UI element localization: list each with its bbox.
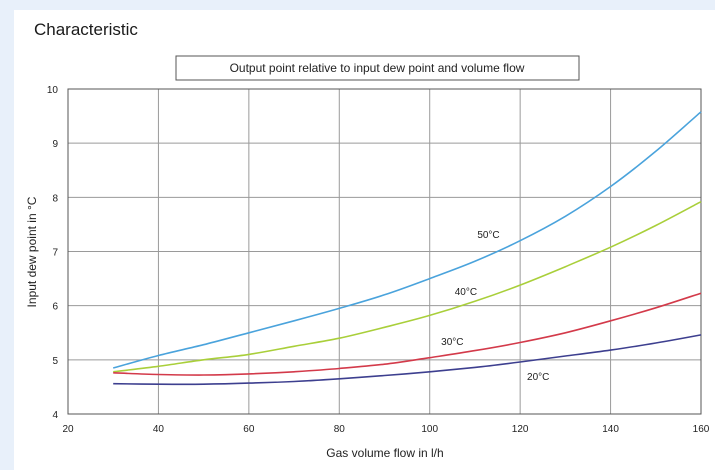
chart-title: Output point relative to input dew point… [230, 61, 525, 75]
x-tick-label: 160 [693, 424, 710, 435]
x-axis-label: Gas volume flow in l/h [326, 446, 443, 460]
y-tick-label: 6 [52, 302, 58, 313]
series-line [113, 334, 702, 386]
chart-title-box [175, 55, 580, 81]
x-tick-label: 120 [512, 424, 529, 435]
plot-area-border [67, 88, 702, 415]
x-tick-label: 80 [334, 424, 346, 435]
series-label: 30°C [441, 337, 463, 348]
series-label: 20°C [527, 372, 549, 383]
section-heading: Characteristic [34, 20, 138, 39]
series-line [113, 292, 702, 376]
grid-lines [68, 89, 701, 414]
series-curves [112, 111, 702, 386]
y-tick-label: 5 [52, 356, 58, 367]
series-line [113, 200, 702, 373]
y-tick-label: 10 [47, 85, 59, 96]
series-line [112, 111, 702, 369]
chart-panel [14, 10, 715, 470]
tick-labels: 20 40 60 80 100 120 140 160 4 5 6 7 8 9 10 [47, 85, 710, 435]
x-tick-label: 20 [62, 424, 74, 435]
series-labels: 50°C 40°C 30°C 20°C [441, 230, 549, 383]
x-tick-label: 140 [602, 424, 619, 435]
y-tick-label: 9 [52, 139, 58, 150]
series-label: 40°C [455, 287, 477, 298]
y-tick-label: 4 [52, 410, 58, 421]
y-tick-label: 7 [52, 248, 58, 259]
x-tick-label: 100 [421, 424, 438, 435]
series-label: 50°C [477, 230, 499, 241]
y-axis-label: Input dew point in °C [25, 196, 39, 307]
y-tick-label: 8 [52, 193, 58, 204]
x-tick-label: 60 [243, 424, 255, 435]
x-tick-label: 40 [153, 424, 165, 435]
